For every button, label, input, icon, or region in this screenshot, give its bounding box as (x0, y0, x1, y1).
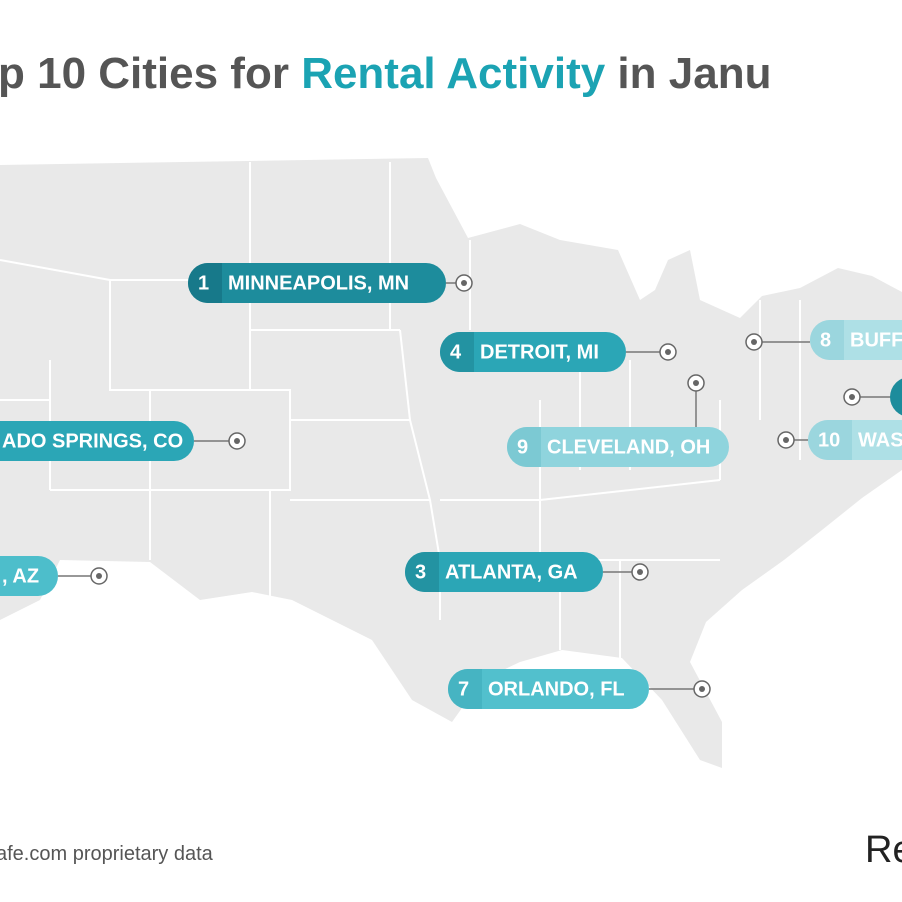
rank: 8 (820, 329, 831, 351)
map-land (0, 158, 902, 768)
rank-box (810, 320, 844, 360)
rank-box (188, 263, 222, 303)
pill (890, 378, 902, 416)
marker-dot-center (783, 437, 789, 443)
marker-dot-center (637, 569, 643, 575)
pill (188, 263, 446, 303)
city-name: BUFF (850, 329, 902, 351)
pill (440, 332, 626, 372)
title-highlight: Rental Activity (301, 49, 606, 98)
marker: 9 CLEVELAND, OH (507, 374, 729, 467)
city-name: CLEVELAND, OH (547, 436, 710, 458)
marker-dot-center (96, 573, 102, 579)
title-part: in Janu (605, 49, 771, 98)
marker-dot-center (665, 349, 671, 355)
marker-dot-center (461, 280, 467, 286)
pill (0, 421, 194, 461)
source-note: afe.com proprietary data (0, 843, 214, 865)
marker: ADO SPRINGS, CO (0, 421, 246, 461)
rank: 4 (450, 341, 462, 363)
marker-dot-center (234, 438, 240, 444)
rank-box (405, 552, 439, 592)
pill (507, 427, 729, 467)
rank-box (808, 420, 852, 460)
city-name: ATLANTA, GA (445, 561, 578, 583)
us-map (0, 158, 902, 768)
title: p 10 Cities for Rental Activity in Janu (0, 49, 771, 98)
city-name: ADO SPRINGS, CO (2, 430, 183, 452)
city-name: MINNEAPOLIS, MN (228, 272, 409, 294)
marker: 3 ATLANTA, GA (405, 552, 649, 592)
marker-dot-center (693, 380, 699, 386)
rank-box (440, 332, 474, 372)
city-name: ORLANDO, FL (488, 678, 625, 700)
pill (0, 556, 58, 596)
marker: , AZ (0, 556, 108, 596)
marker: 10 WAS (777, 420, 902, 460)
rank-box (448, 669, 482, 709)
marker: 1 MINNEAPOLIS, MN (188, 263, 473, 303)
rank: 10 (818, 429, 840, 451)
rank: 1 (198, 272, 209, 294)
marker: 8 BUFF (745, 320, 902, 360)
marker-dot-center (699, 686, 705, 692)
marker-dot-center (849, 394, 855, 400)
rank-box (507, 427, 541, 467)
marker-dot-center (751, 339, 757, 345)
rank: 7 (458, 678, 469, 700)
logo: Re (865, 829, 902, 871)
pill (448, 669, 649, 709)
pill (405, 552, 603, 592)
marker: 7 ORLANDO, FL (448, 669, 711, 709)
title-part: p 10 Cities for (0, 49, 301, 98)
city-name: DETROIT, MI (480, 341, 599, 363)
city-name: WAS (858, 429, 902, 451)
city-name: , AZ (2, 565, 39, 587)
marker: 4 DETROIT, MI (440, 332, 677, 372)
rank: 3 (415, 561, 426, 583)
rank: 9 (517, 436, 528, 458)
marker (843, 378, 902, 416)
